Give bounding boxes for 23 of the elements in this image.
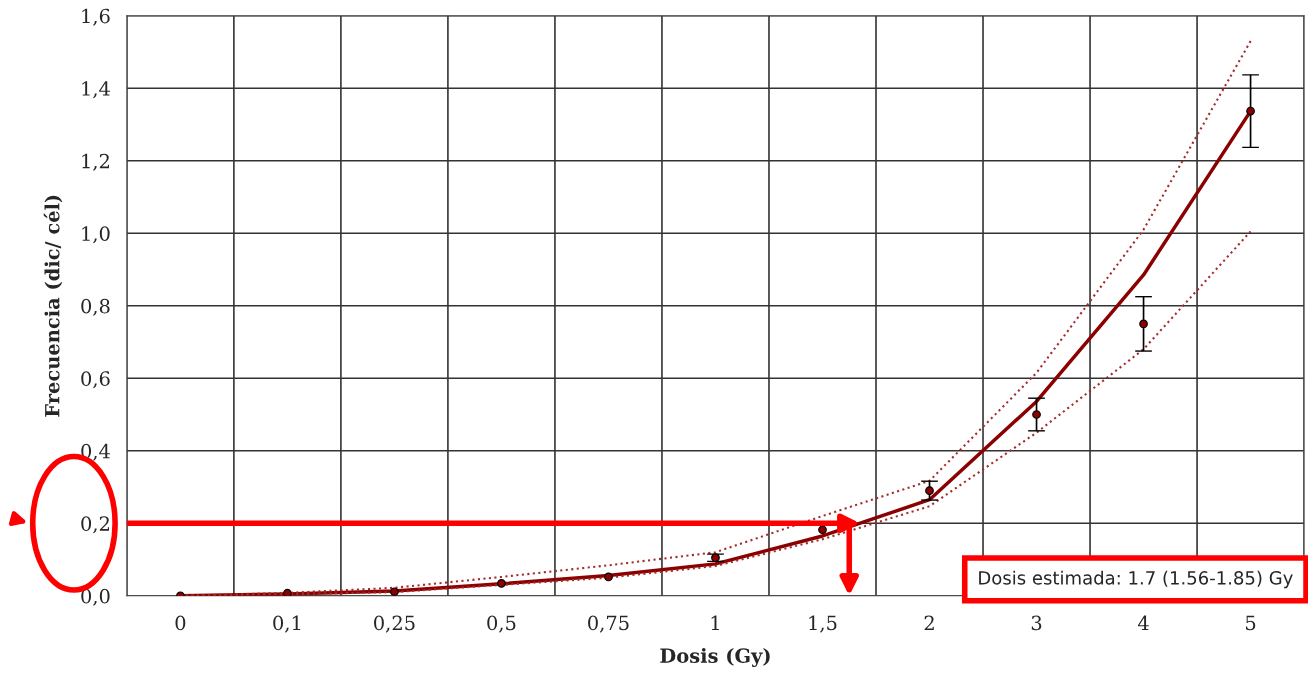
y-tick-label: 1,4 bbox=[82, 81, 110, 99]
y-tick-label: 0,2 bbox=[81, 516, 109, 534]
x-tick-label: 5 bbox=[1246, 615, 1256, 631]
x-tick-label: 1 bbox=[711, 615, 719, 630]
x-tick-label: 0,25 bbox=[374, 615, 415, 633]
x-tick-label: 3 bbox=[1031, 615, 1042, 631]
y-axis-title: Frecuencia (dic/ cél) bbox=[43, 195, 63, 417]
y-tick-label: 0,0 bbox=[81, 588, 110, 606]
x-tick-label: 0,1 bbox=[273, 615, 301, 633]
x-tick-label: 4 bbox=[1137, 615, 1149, 630]
y-tick-label: 0,6 bbox=[81, 371, 110, 389]
annotation: Dosis estimada: 1.7 (1.56-1.85) Gy bbox=[979, 570, 1293, 589]
y-tick-label: 0,8 bbox=[81, 298, 110, 316]
x-tick-label: 2 bbox=[924, 615, 934, 630]
x-tick-label: 0 bbox=[175, 615, 186, 631]
x-axis-title: Dosis (Gy) bbox=[660, 647, 770, 668]
y-tick-label: 0,4 bbox=[81, 443, 110, 461]
x-tick-label: 1,5 bbox=[809, 615, 837, 633]
y-tick-label: 1,0 bbox=[82, 226, 110, 244]
x-tick-label: 0,5 bbox=[487, 615, 516, 633]
y-tick-label: 1,6 bbox=[82, 8, 110, 26]
y-tick-label: 1,2 bbox=[82, 153, 109, 171]
x-tick-label: 0,75 bbox=[588, 615, 629, 633]
